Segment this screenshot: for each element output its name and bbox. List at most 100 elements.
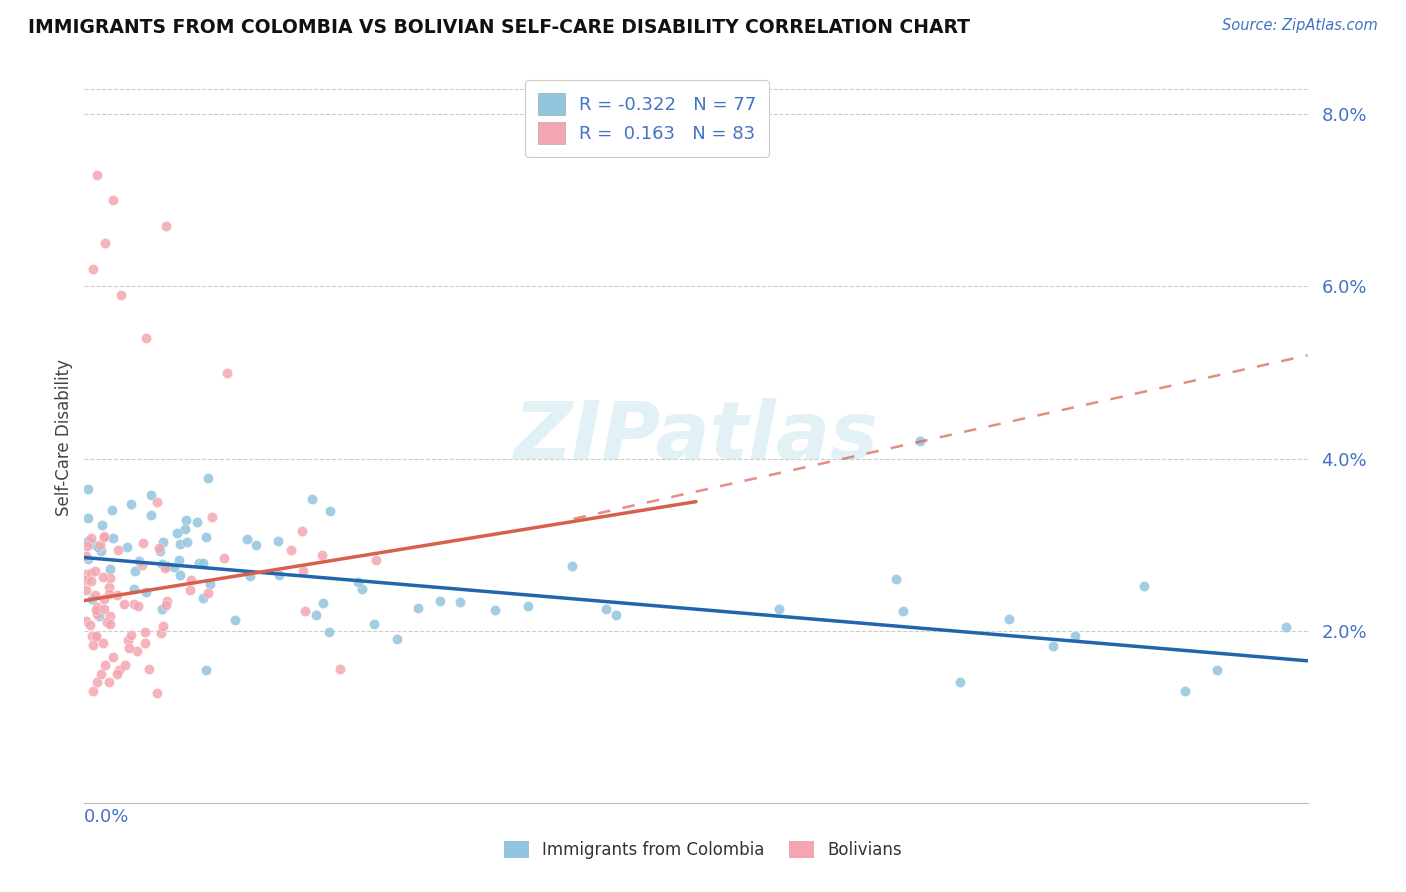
Point [98,617,121,632]
Legend: Immigrants from Colombia, Bolivians: Immigrants from Colombia, Bolivians [496,834,910,866]
Point [156,594,179,608]
Point [82,639,104,653]
Point [90,666,112,681]
Point [128,554,150,568]
Point [305,607,328,622]
Point [97,675,120,690]
Point [98,571,121,585]
Point [75,582,97,597]
Point [176,535,198,549]
Point [312,596,335,610]
Point [149,543,172,558]
Point [145,495,167,509]
Point [516,599,538,614]
Point [269,567,291,582]
Point [75,615,97,629]
Point [387,632,409,646]
Point [605,607,627,622]
Point [224,613,246,627]
Point [149,626,172,640]
Point [93,591,115,606]
Point [484,602,506,616]
Point [91,636,114,650]
Point [406,600,429,615]
Point [1063,629,1085,643]
Text: Source: ZipAtlas.com: Source: ZipAtlas.com [1222,18,1378,33]
Point [122,597,145,611]
Point [90,544,112,558]
Point [86,168,108,182]
Point [83,564,105,578]
Point [1133,579,1156,593]
Point [174,513,197,527]
Point [1174,684,1197,698]
Point [174,522,197,536]
Point [114,658,136,673]
Text: 0.0%: 0.0% [84,808,129,826]
Point [118,640,141,655]
Point [884,572,907,586]
Point [135,584,157,599]
Point [120,628,142,642]
Point [105,666,128,681]
Point [949,674,972,689]
Point [101,194,124,208]
Point [138,662,160,676]
Point [280,542,302,557]
Point [82,684,104,698]
Point [101,649,124,664]
Point [86,603,108,617]
Point [93,602,115,616]
Point [301,492,323,507]
Point [768,602,790,616]
Point [191,556,214,570]
Point [75,567,97,582]
Point [195,664,218,678]
Point [167,553,190,567]
Point [155,219,177,234]
Point [134,625,156,640]
Point [117,633,139,648]
Point [236,533,259,547]
Legend: R = -0.322   N = 77, R =  0.163   N = 83: R = -0.322 N = 77, R = 0.163 N = 83 [524,80,769,157]
Point [366,553,388,567]
Point [125,644,148,658]
Point [891,604,914,618]
Point [93,658,115,673]
Point [163,560,186,574]
Point [97,587,120,601]
Point [352,582,374,597]
Point [77,482,100,496]
Point [910,434,932,449]
Point [75,549,97,564]
Point [77,511,100,525]
Point [93,570,115,584]
Point [105,588,128,602]
Point [89,608,111,623]
Point [179,583,201,598]
Point [82,262,104,277]
Point [96,615,118,629]
Point [80,574,103,589]
Point [346,575,368,590]
Point [148,541,170,555]
Point [120,497,142,511]
Point [169,567,191,582]
Point [86,599,108,614]
Point [212,551,235,566]
Point [87,540,110,554]
Point [197,586,219,600]
Point [561,558,583,573]
Point [186,516,208,530]
Point [101,502,124,516]
Point [131,558,153,573]
Point [76,539,98,553]
Point [291,524,314,538]
Point [83,588,105,602]
Point [200,510,222,524]
Point [155,598,177,612]
Point [132,536,155,550]
Text: ZIPatlas: ZIPatlas [513,398,879,476]
Point [152,534,174,549]
Point [217,366,239,380]
